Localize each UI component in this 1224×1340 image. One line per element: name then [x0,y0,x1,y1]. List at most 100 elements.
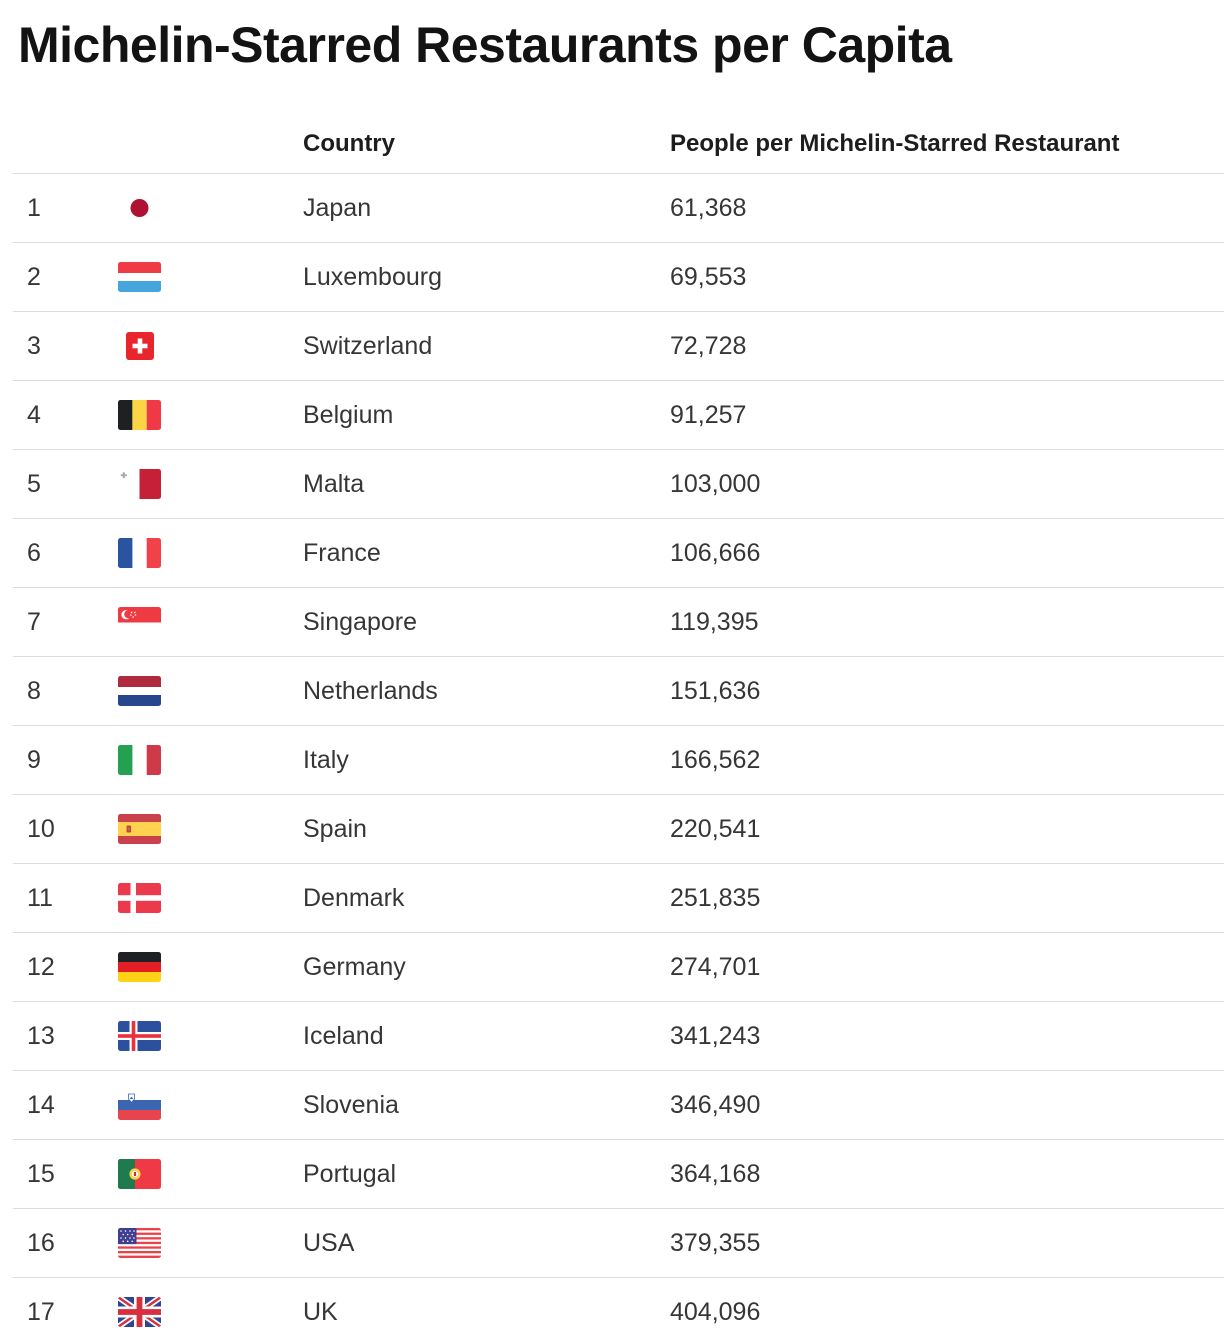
value-cell: 404,096 [670,1297,761,1326]
table-row: 11 Denmark 251,835 [13,863,1224,932]
country-cell: France [303,538,381,567]
flag-cell [117,795,161,863]
table-row: 15 Portugal 364,168 [13,1139,1224,1208]
italy-flag-icon [117,745,161,775]
country-cell: Iceland [303,1021,384,1050]
value-cell: 91,257 [670,400,747,429]
switzerland-flag-icon [125,332,154,360]
value-cell: 61,368 [670,193,747,222]
value-cell: 151,636 [670,676,761,705]
flag-cell [117,1002,161,1070]
country-cell: Netherlands [303,676,438,705]
table-row: 16 USA 379,355 [13,1208,1224,1277]
rank-cell: 16 [27,1228,55,1257]
malta-flag-icon [117,469,161,499]
rank-cell: 15 [27,1159,55,1188]
value-cell: 274,701 [670,952,761,981]
flag-cell [117,174,161,242]
rank-cell: 6 [27,538,41,567]
france-flag-icon [117,538,161,568]
country-cell: USA [303,1228,355,1257]
country-cell: Japan [303,193,372,222]
flag-cell [117,588,161,656]
germany-flag-icon [117,952,161,982]
table-row: 3 Switzerland 72,728 [13,311,1224,380]
flag-cell [117,1140,161,1208]
value-cell: 251,835 [670,883,761,912]
flag-cell [117,1278,161,1340]
table-row: 17 UK 404,096 [13,1277,1224,1340]
country-cell: Singapore [303,607,417,636]
table-row: 1 Japan 61,368 [13,173,1224,242]
country-cell: Spain [303,814,367,843]
spain-flag-icon [117,814,161,844]
country-cell: Malta [303,469,365,498]
flag-cell [117,381,161,449]
table-row: 2 Luxembourg 69,553 [13,242,1224,311]
country-cell: UK [303,1297,338,1326]
country-cell: Portugal [303,1159,397,1188]
rank-cell: 3 [27,331,41,360]
country-cell: Switzerland [303,331,433,360]
value-cell: 220,541 [670,814,761,843]
flag-cell [117,1071,161,1139]
value-cell: 346,490 [670,1090,761,1119]
value-cell: 341,243 [670,1021,761,1050]
portugal-flag-icon [117,1159,161,1189]
table-row: 4 Belgium 91,257 [13,380,1224,449]
rank-cell: 5 [27,469,41,498]
value-cell: 106,666 [670,538,761,567]
country-cell: Germany [303,952,406,981]
rank-cell: 11 [27,883,53,912]
column-header-country: Country [303,130,395,157]
slovenia-flag-icon [117,1090,161,1120]
column-header-value: People per Michelin-Starred Restaurant [670,130,1120,157]
netherlands-flag-icon [117,676,161,706]
flag-cell [117,450,161,518]
rank-cell: 12 [27,952,55,981]
rank-cell: 10 [27,814,55,843]
country-cell: Denmark [303,883,405,912]
flag-cell [117,657,161,725]
rank-cell: 1 [27,193,41,222]
flag-cell [117,726,161,794]
value-cell: 364,168 [670,1159,761,1188]
table-body: 1 Japan 61,368 2 Luxembourg 69,553 3 Swi… [13,173,1224,1340]
table-row: 5 Malta 103,000 [13,449,1224,518]
table-row: 14 Slovenia 346,490 [13,1070,1224,1139]
country-cell: Belgium [303,400,394,429]
country-cell: Luxembourg [303,262,442,291]
value-cell: 69,553 [670,262,747,291]
rank-cell: 9 [27,745,41,774]
table-row: 10 Spain 220,541 [13,794,1224,863]
table-row: 9 Italy 166,562 [13,725,1224,794]
rank-cell: 14 [27,1090,55,1119]
value-cell: 103,000 [670,469,761,498]
value-cell: 72,728 [670,331,747,360]
value-cell: 379,355 [670,1228,761,1257]
japan-flag-icon [117,193,161,223]
table-row: 7 Singapore 119,395 [13,587,1224,656]
belgium-flag-icon [117,400,161,430]
flag-cell [117,519,161,587]
value-cell: 166,562 [670,745,761,774]
table-row: 12 Germany 274,701 [13,932,1224,1001]
country-cell: Slovenia [303,1090,399,1119]
table-row: 8 Netherlands 151,636 [13,656,1224,725]
flag-cell [117,933,161,1001]
flag-cell [117,312,161,380]
singapore-flag-icon [117,607,161,637]
rank-cell: 17 [27,1297,55,1326]
rank-cell: 13 [27,1021,55,1050]
country-cell: Italy [303,745,349,774]
iceland-flag-icon [117,1021,161,1051]
rank-cell: 2 [27,262,41,291]
usa-flag-icon [117,1228,161,1258]
page-title: Michelin-Starred Restaurants per Capita [18,17,952,73]
flag-cell [117,1209,161,1277]
rank-cell: 7 [27,607,41,636]
rank-cell: 4 [27,400,41,429]
denmark-flag-icon [117,883,161,913]
table-row: 13 Iceland 341,243 [13,1001,1224,1070]
